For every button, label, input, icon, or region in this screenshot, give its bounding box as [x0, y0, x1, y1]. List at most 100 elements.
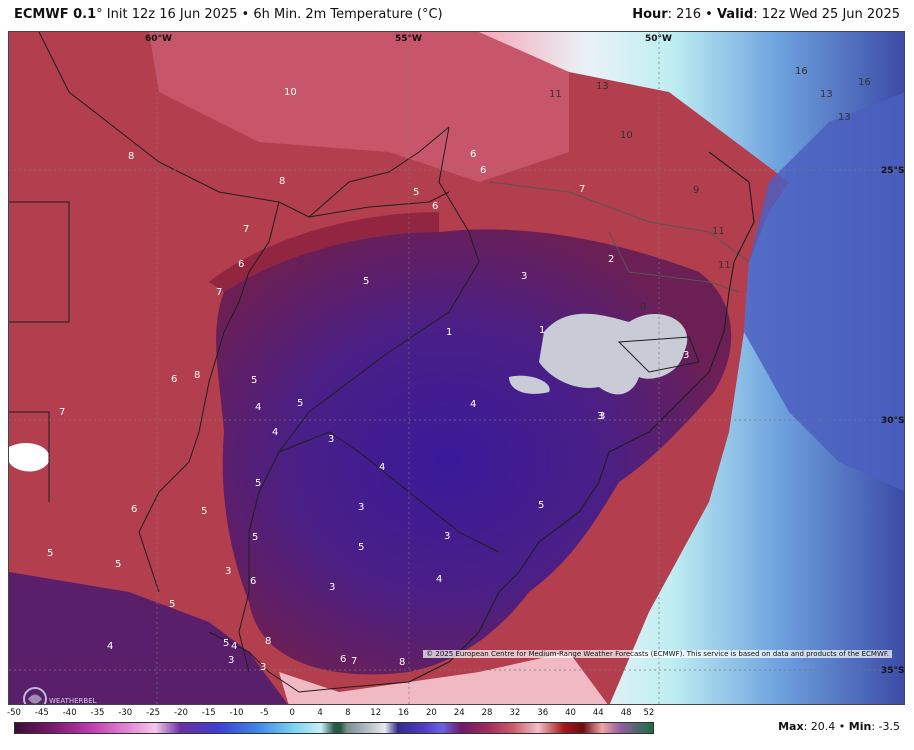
colorbar-tick: 44	[592, 708, 604, 718]
valid-value: : 12z Wed 25 Jun 2025	[753, 7, 900, 22]
temp-label: 13	[838, 112, 851, 123]
temp-label: 3	[260, 662, 266, 673]
temp-label: 7	[579, 184, 585, 195]
temp-label: 16	[795, 66, 808, 77]
colorbar-tick: -25	[146, 708, 161, 718]
temp-label: 6	[238, 259, 244, 270]
temp-label: 5	[297, 398, 303, 409]
river-plate-coast	[208, 631, 300, 693]
temp-label: 4	[436, 574, 442, 585]
colorbar-gradient	[14, 722, 654, 734]
colorbar-tick: -40	[62, 708, 77, 718]
max-min-stats: Max: 20.4 • Min: -3.5	[778, 720, 900, 733]
temp-label: 3	[228, 655, 234, 666]
logo-text: WEATHERBELL	[49, 697, 97, 705]
hour-value: : 216 •	[667, 7, 713, 22]
temp-label: 6	[131, 504, 137, 515]
temp-label: 8	[194, 370, 200, 381]
temp-label: 6	[171, 374, 177, 385]
temp-label: 3	[329, 582, 335, 593]
temp-label: 1	[446, 327, 452, 338]
temp-label: 3	[444, 531, 450, 542]
temp-label: 1	[539, 325, 545, 336]
temp-label: 11	[549, 89, 562, 100]
temp-label: 3	[599, 411, 605, 422]
temp-label: 5	[223, 638, 229, 649]
temp-label: 11	[712, 226, 725, 237]
temp-label: 5	[169, 599, 175, 610]
temperature-labels: 10 11 13 16 16 13 13 8 6 6 5 6 7 9 10 8 …	[47, 66, 871, 673]
temp-label: 6	[480, 165, 486, 176]
colorbar-tick: -20	[174, 708, 188, 718]
north-warm-area	[149, 32, 569, 182]
temp-label: 5	[47, 548, 53, 559]
southwest-cold-region	[9, 572, 288, 704]
temp-label: 8	[128, 151, 134, 162]
temp-label: 3	[521, 271, 527, 282]
colorbar-tick: 8	[345, 708, 351, 718]
temp-label: 5	[255, 478, 261, 489]
min-value: : -3.5	[871, 720, 900, 733]
colorbar-tick: 16	[398, 708, 409, 718]
freezing-area	[539, 313, 688, 395]
lon-label-55w: 55°W	[395, 34, 422, 44]
temp-label: 6	[340, 654, 346, 665]
colorbar-tick: 52	[643, 708, 655, 718]
lon-label-60w: 60°W	[145, 34, 172, 44]
colorbar-tick: 32	[509, 708, 521, 718]
lat-label-25s: 25°S	[881, 166, 905, 176]
temp-label: 3	[225, 566, 231, 577]
temp-label: 13	[596, 81, 609, 92]
colorbar-tick: -45	[34, 708, 49, 718]
hour-label: Hour	[632, 7, 668, 22]
temp-label: 3	[597, 411, 603, 422]
header-left: ECMWF 0.1° Init 12z 16 Jun 2025 • 6h Min…	[14, 0, 443, 30]
colorbar-tick: -35	[90, 708, 105, 718]
colorbar-tick: 0	[289, 708, 295, 718]
colorbar-tick: -10	[229, 708, 244, 718]
colorbar-tick: -30	[118, 708, 133, 718]
colorbar-tick: 24	[453, 708, 465, 718]
header-right: Hour: 216 • Valid: 12z Wed 25 Jun 2025	[632, 0, 900, 30]
temp-label: 6	[250, 576, 256, 587]
weatherbell-logo: WEATHERBELL	[23, 684, 97, 705]
graticule	[9, 32, 904, 704]
temp-label: 9	[693, 185, 699, 196]
temp-label: 4	[107, 641, 113, 652]
borders	[9, 32, 750, 673]
colorbar-tick: 28	[481, 708, 493, 718]
header-bullet: •	[241, 7, 250, 22]
colorbar-tick: -50	[7, 708, 21, 718]
colorbar-tick: -5	[260, 708, 269, 718]
stats-separator: •	[838, 720, 846, 733]
colorbar-tick: -15	[201, 708, 216, 718]
temp-label: 11	[718, 260, 731, 271]
temp-label: 8	[279, 176, 285, 187]
temp-label: 7	[351, 656, 357, 667]
southern-sea-area	[279, 652, 608, 704]
snow-patch-west	[9, 442, 50, 472]
temp-label: 8	[399, 657, 405, 668]
temp-label: 5	[363, 276, 369, 287]
temperature-map[interactable]: 60°W 55°W 50°W 25°S 30°S 35°S 10 11 13 1…	[8, 31, 905, 705]
temp-label: 7	[243, 224, 249, 235]
temp-label: 3	[358, 502, 364, 513]
min-label: Min	[848, 720, 872, 733]
colorbar-tick: 4	[317, 708, 323, 718]
colorbar-tick: 20	[425, 708, 437, 718]
temp-label: 5	[252, 532, 258, 543]
temp-label: 4	[272, 427, 278, 438]
temp-label: 5	[201, 506, 207, 517]
freezing-area-small	[509, 375, 550, 394]
max-value: : 20.4	[803, 720, 836, 733]
colorbar-tick: 12	[370, 708, 382, 718]
temp-label: 16	[858, 77, 871, 88]
init-time: Init 12z 16 Jun 2025	[106, 7, 238, 22]
temp-label: 10	[284, 87, 297, 98]
temp-label: 4	[379, 462, 385, 473]
colorbar: -50 -45 -40 -35 -30 -25 -20 -15 -10 -5 0…	[7, 708, 655, 744]
copyright-notice: © 2025 European Centre for Medium-Range …	[423, 650, 892, 658]
temp-label: 4	[231, 641, 237, 652]
temp-label: 7	[59, 407, 65, 418]
model-name: ECMWF 0.1	[14, 7, 97, 22]
